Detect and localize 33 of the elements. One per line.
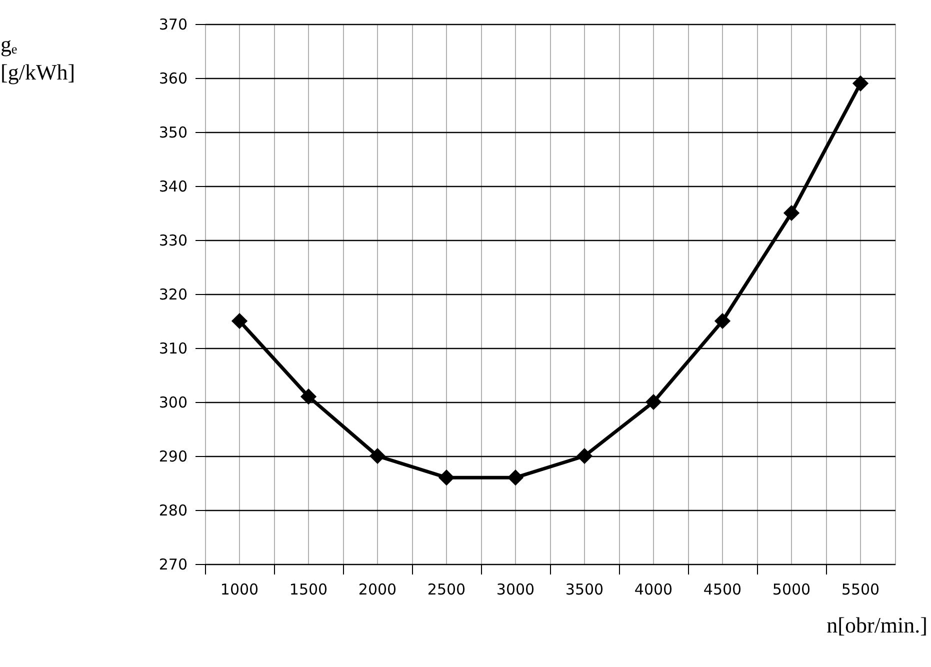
x-tick-label: 3000	[496, 580, 535, 598]
x-tick-label: 4500	[703, 580, 742, 598]
y-tick-label: 280	[158, 502, 188, 520]
y-tick-label: 370	[158, 16, 188, 34]
x-tick-label: 1500	[289, 580, 328, 598]
x-tick-label: 2000	[358, 580, 397, 598]
point	[576, 448, 593, 464]
y-tick-label: 320	[158, 286, 188, 304]
y-tick-label: 310	[158, 340, 188, 358]
y-tick-label: 270	[158, 556, 188, 574]
y-tick-label: 290	[158, 448, 188, 466]
x-tick-label: 5500	[841, 580, 880, 598]
point	[300, 388, 317, 405]
point	[714, 312, 731, 330]
y-tick-label: 360	[158, 70, 188, 88]
y-tick-label: 330	[158, 232, 188, 250]
x-tick-label: 1000	[220, 580, 259, 598]
x-axis-title: n[obr/min.]	[826, 612, 928, 638]
point	[507, 470, 524, 486]
y-axis-title: gₑ [g/kWh]	[0, 32, 76, 84]
y-tick-label: 350	[158, 124, 188, 142]
x-tick-label: 4000	[634, 580, 673, 598]
y-tick-label: 340	[158, 178, 188, 196]
point	[783, 204, 800, 222]
x-tick-label: 2500	[427, 580, 466, 598]
x-tick-label: 3500	[565, 580, 604, 598]
x-tick-label: 5000	[772, 580, 811, 598]
point	[645, 394, 662, 410]
point	[369, 448, 386, 464]
y-tick-label: 300	[158, 394, 188, 412]
point	[852, 75, 869, 92]
point	[438, 470, 455, 486]
point	[231, 312, 248, 330]
